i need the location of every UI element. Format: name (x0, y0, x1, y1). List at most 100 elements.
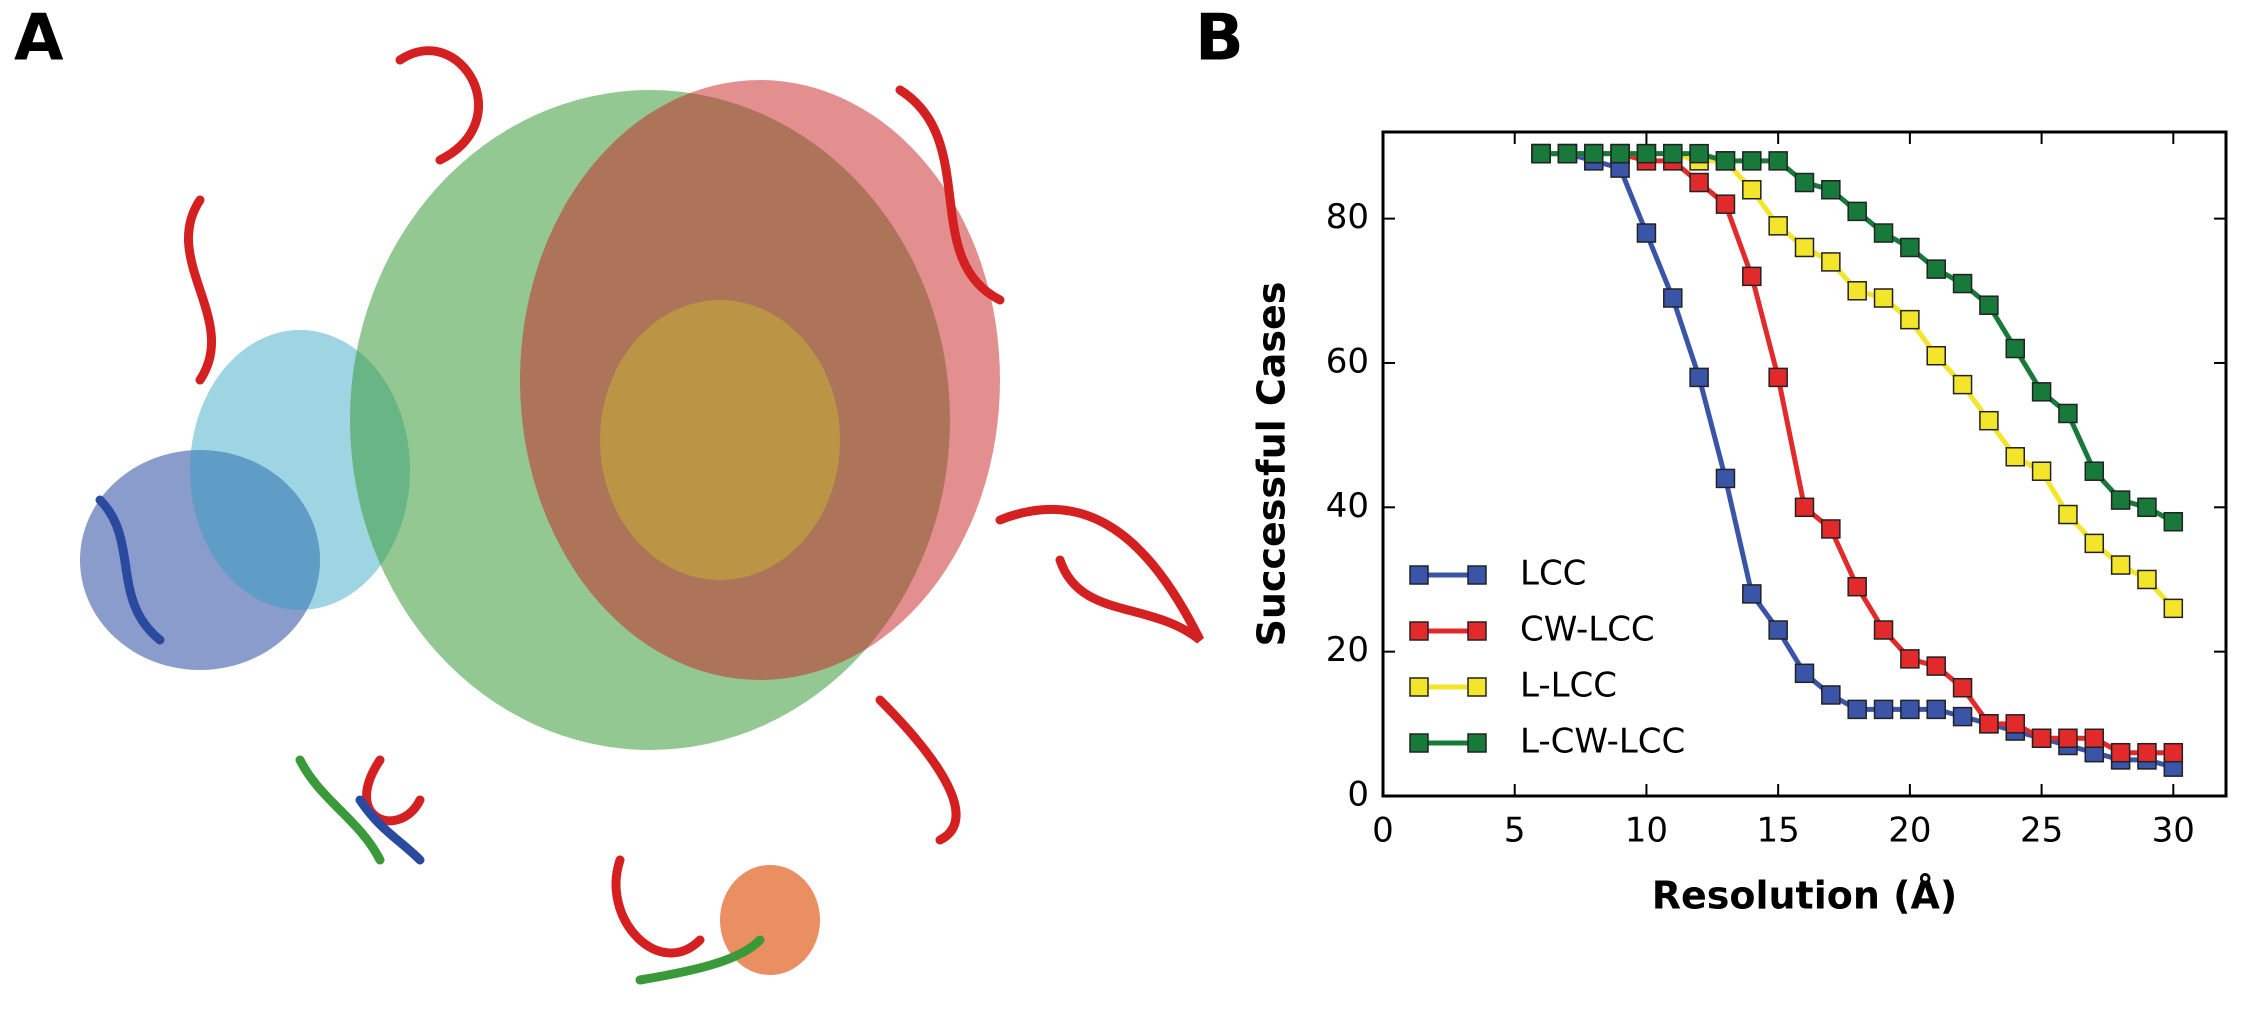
data-point (1847, 201, 1867, 222)
y-tick-label: 0 (1347, 775, 1369, 815)
data-point (1715, 194, 1736, 214)
data-point (2163, 742, 2184, 763)
data-point (1952, 677, 1973, 698)
data-point (2031, 461, 2052, 481)
data-point (1663, 143, 1683, 164)
data-point (2110, 555, 2131, 575)
data-point (1742, 151, 1762, 171)
data-point (1952, 706, 1973, 727)
data-point (2137, 497, 2157, 518)
data-point (1847, 281, 1867, 301)
data-point (2031, 382, 2052, 402)
data-point (2084, 461, 2105, 481)
data-point (2110, 490, 2131, 510)
data-point (1926, 345, 1946, 366)
legend-marker (1467, 565, 1487, 585)
data-point (2005, 714, 2025, 734)
data-point (1794, 172, 1815, 193)
data-point (2005, 447, 2025, 467)
data-point (1768, 367, 1788, 388)
data-point (1900, 649, 1920, 669)
legend-marker (1467, 677, 1487, 697)
data-point (1715, 468, 1736, 489)
data-point (2163, 511, 2184, 532)
data-point (2058, 728, 2078, 749)
data-point (2005, 338, 2025, 359)
y-tick-label: 40 (1326, 486, 1369, 526)
data-point (1531, 143, 1551, 164)
data-point (1900, 309, 1920, 330)
data-point (1663, 288, 1683, 308)
data-point (1900, 237, 1920, 258)
data-point (1636, 143, 1657, 164)
series-line (1541, 151, 2176, 611)
y-axis-label: Successful Cases (1250, 282, 1294, 647)
legend-label: LCC (1520, 554, 1586, 594)
data-point (1742, 179, 1762, 200)
x-tick-label: 10 (1625, 811, 1668, 851)
data-point (2031, 728, 2052, 749)
data-point (1821, 685, 1841, 705)
y-tick-label: 80 (1326, 197, 1369, 237)
data-point (1952, 273, 1973, 294)
data-point (1873, 223, 1894, 243)
legend-marker (1409, 621, 1429, 641)
data-point (1794, 237, 1815, 258)
data-point (1926, 699, 1946, 720)
data-point (1584, 143, 1604, 164)
data-point (2163, 598, 2184, 619)
x-axis-label: Resolution (Å) (1652, 874, 1958, 918)
data-point (1768, 216, 1788, 236)
data-point (1689, 172, 1709, 193)
panel-label: B (1195, 2, 1244, 76)
x-tick-label: 30 (2152, 811, 2195, 851)
data-point (1926, 259, 1946, 279)
data-point (1794, 663, 1815, 684)
data-point (1742, 584, 1762, 604)
data-point (1900, 699, 1920, 720)
x-tick-label: 25 (2020, 811, 2063, 851)
data-point (1742, 266, 1762, 287)
data-point (1873, 620, 1894, 640)
legend-marker (1467, 621, 1487, 641)
y-tick-label: 60 (1326, 341, 1369, 381)
data-point (2084, 728, 2105, 749)
y-tick-label: 20 (1326, 630, 1369, 670)
data-point (1768, 620, 1788, 640)
data-point (2110, 742, 2131, 763)
data-point (2084, 533, 2105, 554)
data-point (1821, 252, 1841, 272)
data-point (1979, 714, 1999, 734)
legend-marker (1467, 733, 1487, 753)
data-point (1636, 223, 1657, 243)
data-point (1821, 519, 1841, 539)
data-point (1610, 143, 1630, 164)
data-point (1821, 179, 1841, 200)
data-point (1873, 288, 1894, 308)
plot-frame (1381, 130, 2228, 798)
data-point (2058, 504, 2078, 525)
series-line (1541, 151, 2174, 770)
x-tick-label: 5 (1504, 811, 1526, 851)
data-point (2137, 742, 2157, 763)
data-point (1873, 699, 1894, 720)
data-point (2137, 569, 2157, 590)
data-point (1715, 151, 1736, 171)
legend-label: L-CW-LCC (1520, 722, 1685, 762)
x-tick-label: 20 (1888, 811, 1931, 851)
data-point (1847, 576, 1867, 597)
legend-label: CW-LCC (1520, 610, 1655, 650)
structure-illustration (80, 46, 1205, 985)
data-point (1689, 143, 1709, 164)
x-tick-label: 0 (1372, 811, 1394, 851)
data-point (1557, 143, 1578, 164)
data-point (1794, 497, 1815, 518)
data-point (1926, 656, 1946, 676)
data-point (2058, 403, 2078, 424)
series-line (1541, 151, 2174, 756)
data-point (1768, 151, 1788, 171)
data-point (1689, 367, 1709, 388)
data-point (1952, 374, 1973, 395)
legend-label: L-LCC (1520, 666, 1617, 706)
